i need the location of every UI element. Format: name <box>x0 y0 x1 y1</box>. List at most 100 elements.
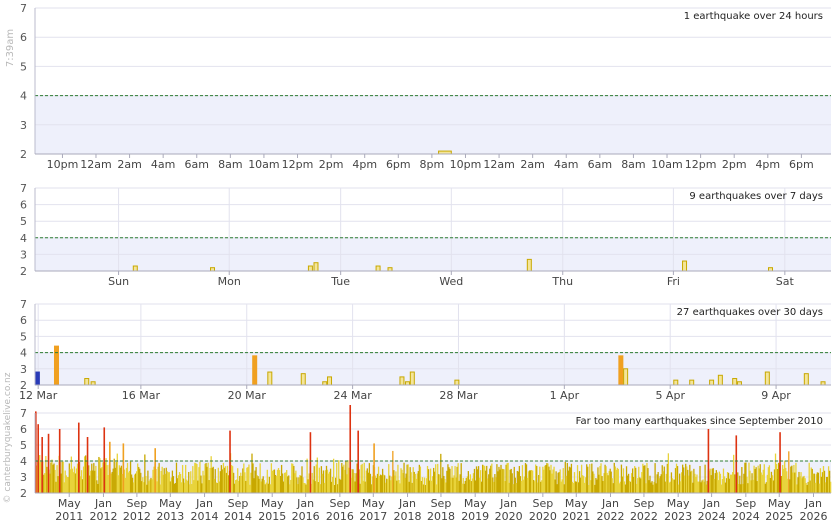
quake-bar <box>805 482 807 493</box>
quake-bar <box>175 462 178 493</box>
quake-bar <box>232 472 235 493</box>
quake-bar <box>438 474 440 493</box>
quake-bar <box>400 468 402 493</box>
quake-bar <box>305 484 307 493</box>
quake-bar <box>488 474 490 493</box>
quake-bar <box>690 471 692 493</box>
quake-bar <box>336 462 338 493</box>
quake-bar <box>221 469 224 493</box>
quake-bar <box>644 465 646 493</box>
quake-bar <box>621 476 624 493</box>
quake-peak-bar <box>77 422 80 493</box>
quake-bar <box>113 458 115 493</box>
quake-bar <box>517 471 520 493</box>
quake-bar <box>485 470 487 493</box>
quake-bar <box>676 466 679 493</box>
quake-bar <box>63 482 65 493</box>
quake-bar <box>74 473 77 493</box>
quake-bar <box>729 474 732 493</box>
quake-bar <box>347 460 349 493</box>
quake-bar <box>86 460 88 493</box>
quake-bar <box>290 479 292 493</box>
quake-bar <box>144 454 146 493</box>
x-tick-label: 1 Apr <box>550 389 580 402</box>
quake-bar <box>474 480 477 493</box>
quake-bar <box>451 466 453 493</box>
quake-bar <box>746 476 748 493</box>
quake-bar <box>601 476 603 493</box>
quake-bar <box>705 484 707 493</box>
x-tick-label: Wed <box>439 275 463 288</box>
x-tick-label: May <box>159 497 182 510</box>
quake-bar <box>524 463 527 493</box>
quake-bar <box>230 465 233 493</box>
quake-bar <box>398 480 400 493</box>
x-tick-year-label: 2018 <box>394 510 422 523</box>
quake-bar <box>81 479 84 493</box>
quake-bar <box>351 469 353 493</box>
quake-bar <box>743 473 745 493</box>
quake-bar <box>792 472 794 493</box>
quake-bar <box>248 464 250 493</box>
quake-bar <box>300 373 306 386</box>
x-tick-label: 6pm <box>789 158 814 171</box>
quake-bar <box>647 468 649 493</box>
quake-bar <box>640 478 642 493</box>
quake-bar <box>639 477 641 493</box>
quake-bar <box>286 470 288 493</box>
quake-bar <box>140 472 142 493</box>
quake-bar <box>574 481 577 493</box>
x-tick-label: Sep <box>330 497 351 510</box>
quake-bar <box>202 470 204 493</box>
quake-bar <box>679 481 682 493</box>
quake-bar <box>69 469 71 493</box>
quake-bar <box>227 475 230 493</box>
quake-bar <box>531 470 534 493</box>
quake-bar <box>613 462 615 493</box>
quake-bar <box>174 482 177 493</box>
quake-bar <box>352 469 354 493</box>
quake-bar <box>600 463 602 493</box>
quake-bar <box>259 463 261 493</box>
quake-bar <box>364 481 366 493</box>
x-tick-label: Sep <box>127 497 148 510</box>
quake-bar <box>450 477 452 493</box>
y-tick-label: 7 <box>20 298 27 311</box>
quake-bar <box>322 470 325 493</box>
quake-bar <box>213 478 215 493</box>
quake-bar <box>732 472 734 493</box>
quake-bar <box>760 472 762 493</box>
quake-bar <box>434 471 436 493</box>
quake-bar <box>499 469 501 493</box>
quake-bar <box>449 468 451 493</box>
quake-bar <box>712 468 714 493</box>
quake-bar <box>462 477 464 493</box>
quake-bar <box>123 469 126 493</box>
quake-bar <box>386 478 388 493</box>
quake-bar <box>319 484 322 493</box>
quake-bar <box>194 462 196 493</box>
quake-bar <box>569 467 572 493</box>
quake-bar <box>733 454 735 493</box>
quake-bar <box>127 472 130 493</box>
quake-bar <box>810 467 812 493</box>
quake-bar <box>704 464 706 493</box>
quake-bar <box>366 468 368 493</box>
quake-bar <box>560 481 562 493</box>
quake-bar <box>585 477 587 493</box>
quake-bar <box>65 475 67 493</box>
quake-bar <box>291 463 293 493</box>
quake-bar <box>406 464 408 493</box>
quake-bar <box>715 470 717 493</box>
quake-bar <box>51 459 53 493</box>
quake-bar <box>828 470 831 493</box>
x-tick-label: 12 Mar <box>19 389 58 402</box>
quake-bar <box>465 478 467 493</box>
x-tick-label: 16 Mar <box>122 389 161 402</box>
x-tick-label: 10am <box>651 158 682 171</box>
quake-bar <box>75 468 78 493</box>
x-tick-label: Jan <box>601 497 619 510</box>
quake-bar <box>664 481 666 493</box>
x-tick-label: 28 Mar <box>439 389 478 402</box>
quake-bar <box>172 476 175 493</box>
